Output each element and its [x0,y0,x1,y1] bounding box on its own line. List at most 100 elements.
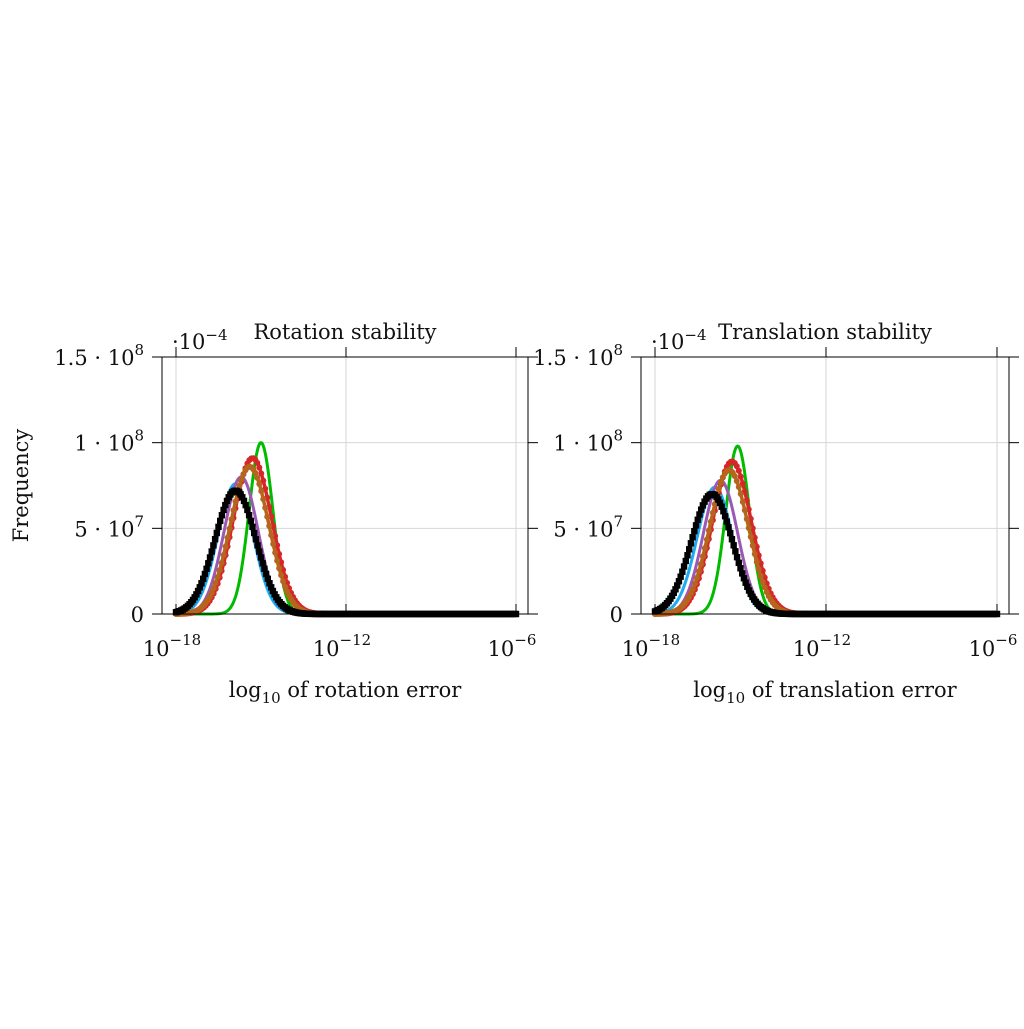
series-point [200,575,207,582]
series-point [282,583,289,590]
scale-note: ·10−4 [172,326,228,354]
x-tick-label-exponent: −18 [170,631,202,649]
series-point [247,517,254,525]
series-point [257,554,265,561]
series-point [278,572,285,579]
series-point [264,513,271,520]
series-point [733,463,740,470]
x-tick-label: 10−12 [793,631,851,661]
series-point [747,533,754,540]
series-point [208,589,215,596]
series-point [699,553,706,560]
x-tick-label-exponent: −12 [820,631,852,649]
y-tick-label-base: 1.5 · 10 [533,346,613,370]
y-tick-label: 0 [131,603,144,627]
series-point [218,559,225,566]
series-point [261,565,268,572]
series-point [743,516,750,523]
series-point [256,464,263,471]
series-point [245,512,253,519]
series-point [262,570,270,578]
chart-title: Translation stability [718,320,932,344]
series-point [709,509,716,516]
y-tick-label: 1 · 108 [74,427,144,456]
series-point [274,557,281,564]
series-point [720,508,727,515]
series-point [718,503,725,510]
series-point [223,497,231,505]
series-point [194,587,202,595]
y-tick-label-exponent: 8 [613,341,623,359]
series-point [222,501,229,509]
series-point [269,587,277,595]
series-point [270,541,277,548]
series-point [262,504,269,511]
series-point [686,546,693,553]
series-point [211,535,219,543]
series-point [252,535,260,543]
series-point [252,469,259,476]
x-tick-label-base: 10 [143,637,170,661]
series-point [694,516,701,523]
series-point [217,517,224,525]
series-point [745,524,752,531]
x-tick-label: 10−6 [488,631,537,661]
scale-note: ·10−4 [651,326,707,354]
series-point [276,565,283,572]
y-tick-label-base: 0 [610,603,623,627]
series-point [687,540,695,547]
series-point [228,516,235,523]
series-point [220,551,227,558]
series-point [210,542,217,549]
series-point [222,543,229,550]
x-axis-label-prefix: log [693,678,726,702]
series-point [260,477,267,484]
series-point [692,522,700,529]
series-point [757,573,764,580]
series-point [753,558,760,565]
series-point [751,551,758,558]
y-tick-label: 0 [610,603,623,627]
series-point [254,459,261,466]
x-axis-label-suffix: of rotation error [281,678,463,702]
x-tick-label: 10−18 [143,631,201,661]
y-tick-label-exponent: 8 [134,341,144,359]
series-point [737,473,744,480]
x-axis-label-suffix: of translation error [745,678,957,702]
y-tick-label: 1.5 · 108 [533,341,623,370]
series-point [240,497,248,505]
x-tick-label-exponent: −18 [649,631,681,649]
plot-frame [640,356,1010,615]
x-tick-label: 10−6 [969,631,1018,661]
series-point [220,506,227,514]
series-point [232,498,239,505]
scale-note-exponent: −4 [205,326,227,344]
series-point [268,532,275,539]
series-point [242,501,249,509]
x-tick-label-base: 10 [622,637,649,661]
series-point [749,542,756,549]
series-point [213,529,220,537]
series-point [721,513,729,520]
y-tick-label-exponent: 8 [134,427,144,445]
series-point [707,518,714,525]
x-tick-label-base: 10 [313,637,340,661]
series-point [214,573,221,580]
y-tick-label-base: 1 · 10 [553,432,613,456]
series-point [280,578,287,585]
series-point [203,565,210,572]
x-tick-label: 10−12 [313,631,371,661]
x-axis-label: log10 of rotation error [229,678,462,707]
y-axis-label: Frequency [9,429,33,543]
series-point [703,536,710,543]
series-point [256,480,263,487]
chart-title: Rotation stability [253,320,436,344]
series-point [201,570,209,578]
series-point [735,467,742,474]
series-point [260,496,267,503]
series-point [733,553,741,561]
series-point [208,548,215,555]
series-point [739,570,746,577]
